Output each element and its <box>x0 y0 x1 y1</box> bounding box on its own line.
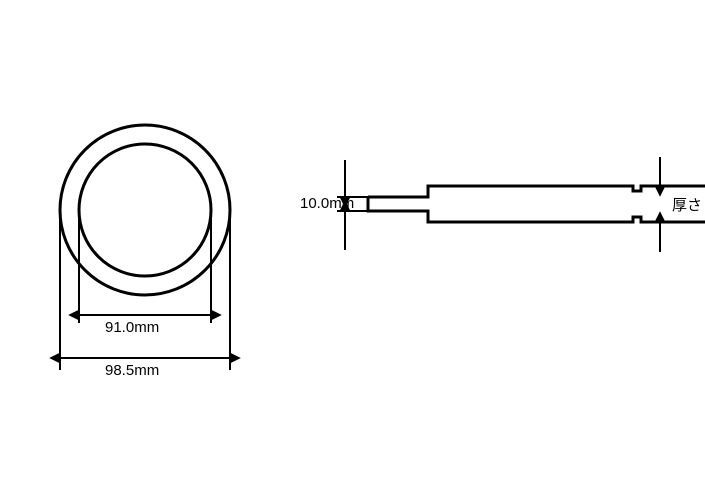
profile-view: 10.0mm 厚さ <box>300 157 705 252</box>
dim-thickness-label: 厚さ <box>672 197 702 214</box>
ring-inner-circle <box>79 144 211 276</box>
dim-outer-diameter-label: 98.5mm <box>105 362 159 379</box>
ring-outer-circle <box>60 125 230 295</box>
dim-inner-diameter-label: 91.0mm <box>105 319 159 336</box>
ring-view: 91.0mm 98.5mm <box>60 125 230 379</box>
dim-flange-height-label: 10.0mm <box>300 195 354 212</box>
profile-outline <box>368 186 705 222</box>
